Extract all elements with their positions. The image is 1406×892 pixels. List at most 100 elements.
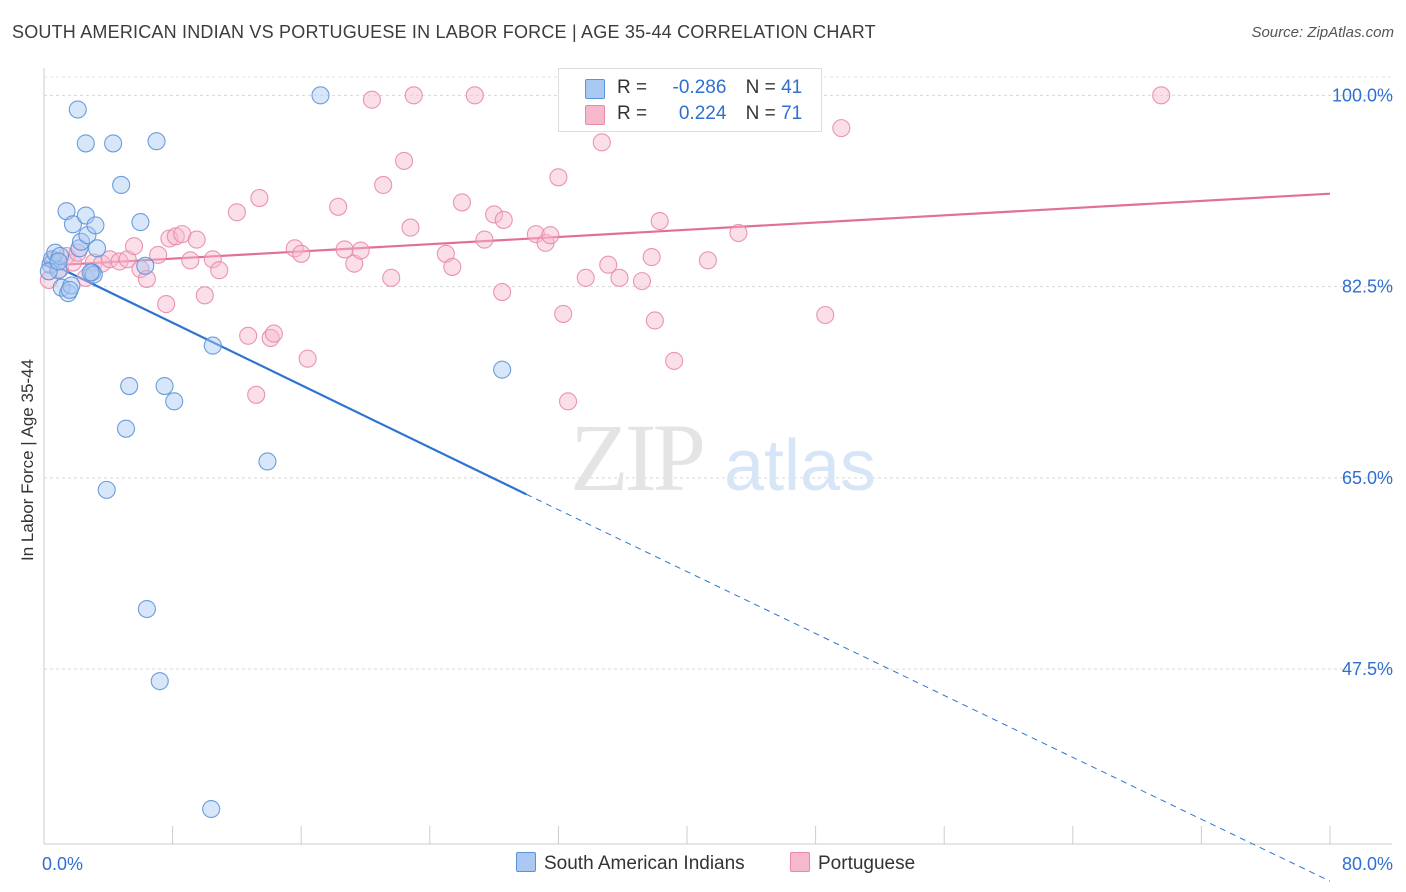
point-portuguese (832, 119, 851, 138)
point-south-american-indians (202, 799, 221, 819)
legend-item-south-american-indians: South American Indians (516, 852, 745, 875)
point-south-american-indians (68, 100, 87, 119)
point-portuguese (610, 268, 629, 287)
point-portuguese (374, 175, 393, 194)
y-tick-label: 65.0% (1342, 468, 1393, 488)
point-south-american-indians (493, 360, 512, 379)
point-portuguese (558, 392, 578, 411)
point-south-american-indians (39, 262, 58, 281)
point-portuguese (554, 304, 573, 323)
point-portuguese (157, 295, 176, 314)
trendline-south-american-indians (43, 259, 527, 496)
legend-r-label: R = (617, 103, 648, 124)
point-south-american-indians (86, 216, 105, 235)
point-south-american-indians (60, 280, 79, 299)
point-south-american-indians (76, 206, 95, 225)
point-portuguese (335, 240, 354, 259)
point-portuguese (485, 205, 504, 224)
axes (43, 68, 1392, 845)
gridlines (44, 76, 1392, 670)
trendlines (43, 192, 1331, 882)
legend-swatch-pink (790, 852, 810, 872)
point-south-american-indians (49, 252, 68, 271)
legend-r-value: 0.224 (678, 103, 727, 124)
point-portuguese (465, 86, 484, 105)
point-portuguese (650, 211, 669, 231)
source-label: Source: ZipAtlas.com (1251, 24, 1394, 41)
scatter-points (39, 86, 1171, 819)
point-portuguese (665, 351, 684, 370)
point-portuguese (131, 260, 150, 279)
point-south-american-indians (120, 377, 139, 396)
point-south-american-indians (131, 213, 150, 232)
point-portuguese (645, 311, 664, 330)
point-portuguese (576, 268, 595, 287)
watermark-zip: ZIP (570, 404, 703, 511)
point-portuguese (247, 385, 266, 404)
point-south-american-indians (57, 202, 76, 221)
point-south-american-indians (137, 599, 156, 619)
legend-n-label: N = (745, 103, 776, 124)
point-south-american-indians (70, 239, 89, 258)
trendline-portuguese (43, 192, 1331, 267)
point-portuguese (118, 250, 137, 269)
point-portuguese (404, 86, 423, 105)
point-portuguese (1152, 86, 1171, 105)
point-portuguese (298, 349, 317, 368)
point-south-american-indians (112, 175, 131, 194)
legend-r-label: R = (617, 77, 648, 98)
point-south-american-indians (150, 672, 169, 691)
x-tick-label: 0.0% (42, 854, 83, 874)
point-portuguese (401, 218, 420, 237)
legend-n-label: N = (745, 77, 776, 98)
point-portuguese (227, 203, 246, 222)
y-tick-label: 47.5% (1342, 659, 1393, 679)
point-portuguese (549, 168, 568, 187)
point-portuguese (210, 261, 229, 280)
legend-n-value: 71 (781, 103, 803, 124)
point-south-american-indians (87, 239, 107, 258)
x-tick-label: 80.0% (1342, 854, 1393, 874)
point-portuguese (329, 197, 348, 216)
point-portuguese (264, 324, 283, 343)
point-south-american-indians (136, 256, 155, 275)
legend-n-value: 41 (781, 77, 803, 98)
point-portuguese (475, 230, 494, 249)
point-portuguese (124, 237, 144, 256)
correlation-legend: R = -0.286 N = 41 R = 0.224 N = 71 (558, 68, 822, 132)
point-portuguese (452, 193, 472, 212)
legend-swatch-blue (585, 79, 605, 99)
tick-labels: 47.5% 65.0% 82.5% 100.0% 0.0% 80.0% (42, 85, 1393, 874)
y-axis-label: In Labor Force | Age 35-44 (18, 359, 37, 561)
legend-item-portuguese: Portuguese (790, 852, 915, 875)
point-portuguese (149, 245, 168, 264)
watermark: ZIP atlas (570, 404, 876, 511)
point-portuguese (345, 254, 364, 273)
point-portuguese (239, 326, 258, 345)
point-south-american-indians (71, 232, 91, 251)
point-portuguese (698, 251, 717, 270)
legend-label: South American Indians (544, 853, 745, 874)
y-tick-label: 82.5% (1342, 277, 1393, 297)
point-south-american-indians (76, 134, 95, 153)
point-south-american-indians (116, 419, 136, 438)
point-south-american-indians (63, 215, 82, 234)
point-south-american-indians (81, 263, 100, 282)
point-portuguese (292, 244, 311, 263)
point-portuguese (541, 226, 560, 245)
point-south-american-indians (155, 377, 174, 396)
point-portuguese (816, 305, 835, 325)
point-portuguese (195, 286, 214, 305)
point-south-american-indians (84, 265, 103, 284)
point-south-american-indians (258, 452, 277, 471)
point-portuguese (362, 90, 381, 109)
point-south-american-indians (203, 336, 222, 355)
trendline-extension-south-american-indians (526, 493, 1331, 882)
point-portuguese (181, 251, 200, 270)
point-south-american-indians (147, 132, 166, 151)
point-portuguese (203, 250, 222, 269)
point-portuguese (436, 244, 455, 263)
legend-swatch-pink (585, 105, 605, 125)
point-portuguese (443, 257, 462, 276)
